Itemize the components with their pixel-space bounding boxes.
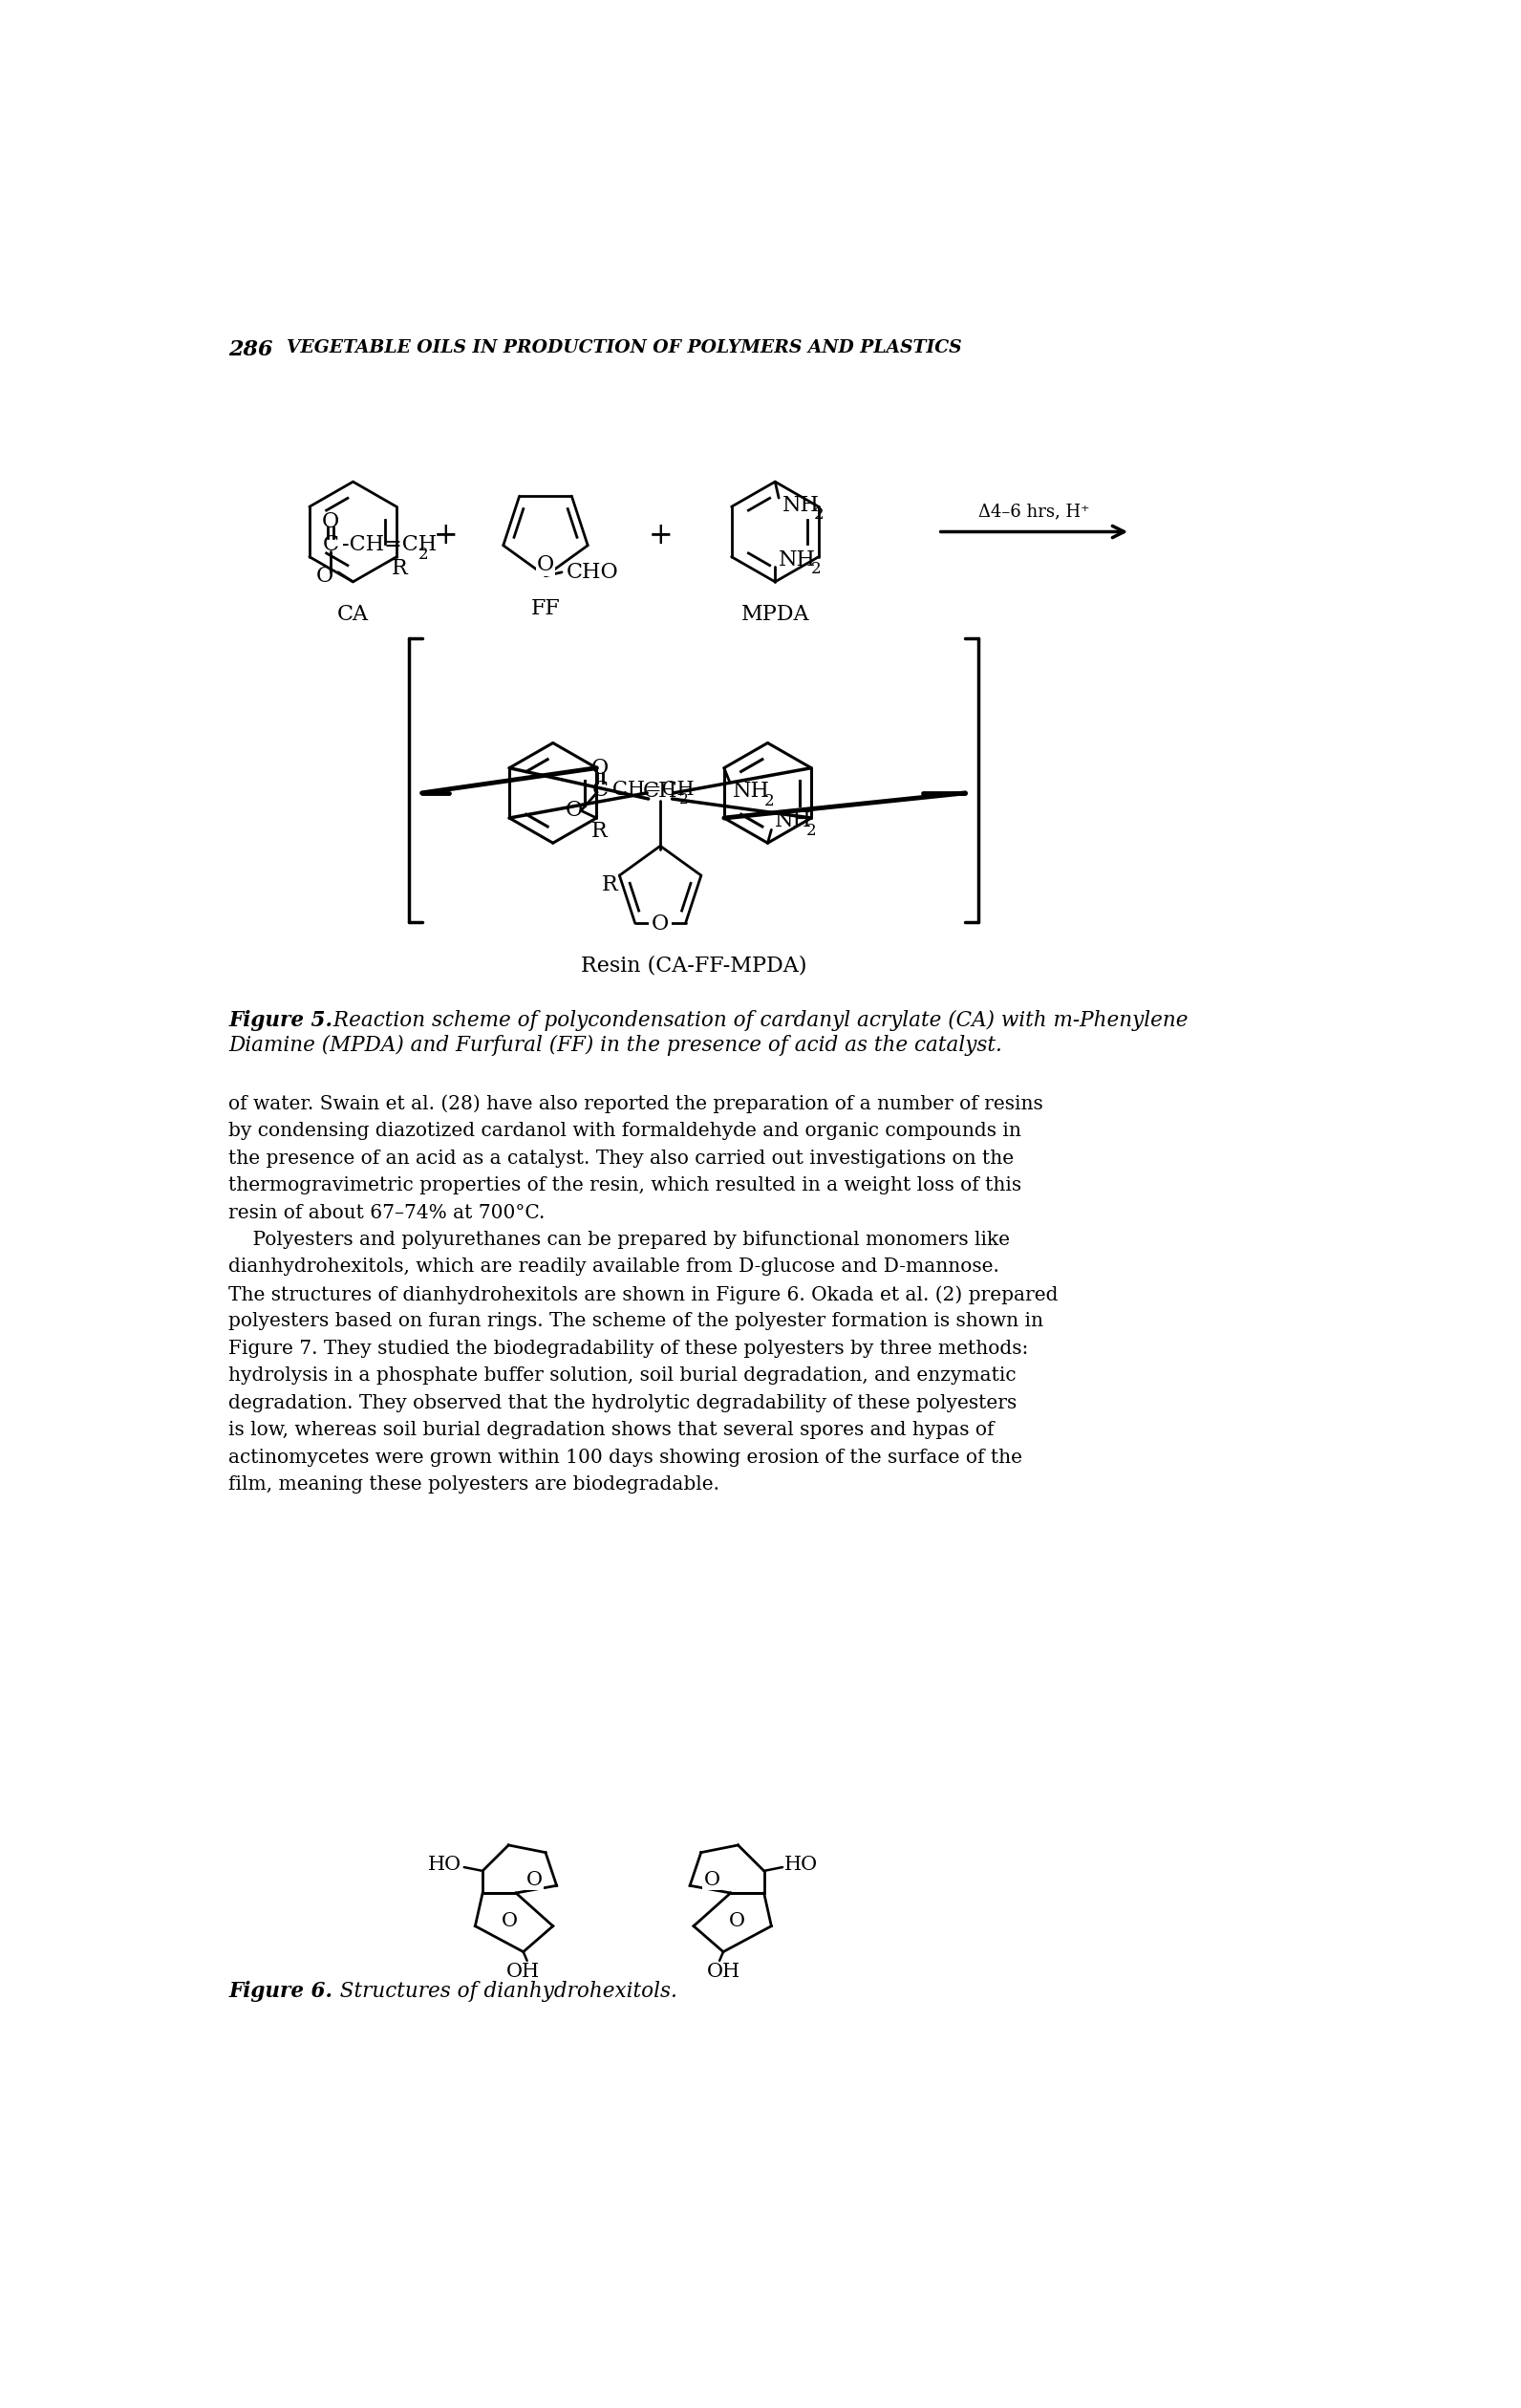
Text: 2: 2 bbox=[806, 824, 817, 838]
Text: Figure 7. They studied the biodegradability of these polyesters by three methods: Figure 7. They studied the biodegradabil… bbox=[228, 1339, 1028, 1358]
Text: NH: NH bbox=[733, 780, 770, 802]
Text: film, meaning these polyesters are biodegradable.: film, meaning these polyesters are biode… bbox=[228, 1476, 719, 1493]
Text: +: + bbox=[648, 520, 672, 551]
Text: O: O bbox=[322, 510, 339, 532]
Text: +: + bbox=[433, 520, 458, 551]
Text: O: O bbox=[704, 1871, 721, 1888]
Text: MPDA: MPDA bbox=[741, 604, 809, 626]
Text: degradation. They observed that the hydrolytic degradability of these polyesters: degradation. They observed that the hydr… bbox=[228, 1394, 1018, 1411]
Text: -CH=CH: -CH=CH bbox=[607, 780, 695, 799]
Text: hydrolysis in a phosphate buffer solution, soil burial degradation, and enzymati: hydrolysis in a phosphate buffer solutio… bbox=[228, 1368, 1016, 1385]
Text: the presence of an acid as a catalyst. They also carried out investigations on t: the presence of an acid as a catalyst. T… bbox=[228, 1149, 1015, 1168]
Text: -CH=CH: -CH=CH bbox=[342, 535, 437, 556]
Text: Resin (CA-FF-MPDA): Resin (CA-FF-MPDA) bbox=[581, 956, 806, 975]
Text: Δ4–6 hrs, H⁺: Δ4–6 hrs, H⁺ bbox=[978, 503, 1091, 520]
Text: Diamine (MPDA) and Furfural (FF) in the presence of acid as the catalyst.: Diamine (MPDA) and Furfural (FF) in the … bbox=[228, 1035, 1002, 1057]
Text: Figure 6.: Figure 6. bbox=[228, 1982, 333, 2003]
Text: by condensing diazotized cardanol with formaldehyde and organic compounds in: by condensing diazotized cardanol with f… bbox=[228, 1122, 1022, 1139]
Text: 286: 286 bbox=[228, 340, 274, 361]
Text: NH: NH bbox=[782, 494, 820, 515]
Text: The structures of dianhydrohexitols are shown in Figure 6. Okada et al. (2) prep: The structures of dianhydrohexitols are … bbox=[228, 1286, 1059, 1305]
Text: CH: CH bbox=[643, 780, 678, 802]
Text: O: O bbox=[316, 566, 333, 588]
Text: O: O bbox=[651, 913, 669, 934]
Text: CHO: CHO bbox=[566, 561, 619, 583]
Text: R: R bbox=[602, 874, 618, 896]
Text: O: O bbox=[502, 1912, 519, 1929]
Text: C: C bbox=[322, 535, 339, 556]
Text: NH: NH bbox=[779, 549, 817, 571]
Text: 2: 2 bbox=[811, 561, 821, 578]
Text: polyesters based on furan rings. The scheme of the polyester formation is shown : polyesters based on furan rings. The sch… bbox=[228, 1312, 1043, 1332]
Text: O: O bbox=[537, 554, 554, 576]
Text: O: O bbox=[566, 799, 583, 821]
Text: O: O bbox=[526, 1871, 543, 1888]
Text: HO: HO bbox=[785, 1857, 818, 1873]
Text: R: R bbox=[391, 559, 408, 578]
Text: 2: 2 bbox=[680, 792, 689, 807]
Text: thermogravimetric properties of the resin, which resulted in a weight loss of th: thermogravimetric properties of the resi… bbox=[228, 1178, 1022, 1194]
Text: of water. Swain et al. (28) have also reported the preparation of a number of re: of water. Swain et al. (28) have also re… bbox=[228, 1096, 1043, 1112]
Text: 2: 2 bbox=[418, 547, 429, 563]
Text: NH: NH bbox=[776, 811, 812, 831]
Text: 2: 2 bbox=[764, 792, 774, 809]
Text: Polyesters and polyurethanes can be prepared by bifunctional monomers like: Polyesters and polyurethanes can be prep… bbox=[228, 1230, 1010, 1250]
Text: 2: 2 bbox=[814, 506, 824, 523]
Text: R: R bbox=[592, 821, 607, 843]
Text: VEGETABLE OILS IN PRODUCTION OF POLYMERS AND PLASTICS: VEGETABLE OILS IN PRODUCTION OF POLYMERS… bbox=[286, 340, 961, 356]
Text: Structures of dianhydrohexitols.: Structures of dianhydrohexitols. bbox=[327, 1982, 678, 2003]
Text: Reaction scheme of polycondensation of cardanyl acrylate (CA) with m-Phenylene: Reaction scheme of polycondensation of c… bbox=[327, 1009, 1188, 1031]
Text: O: O bbox=[729, 1912, 745, 1929]
Text: OH: OH bbox=[506, 1963, 540, 1982]
Text: is low, whereas soil burial degradation shows that several spores and hypas of: is low, whereas soil burial degradation … bbox=[228, 1421, 995, 1440]
Text: O: O bbox=[592, 759, 608, 778]
Text: OH: OH bbox=[706, 1963, 741, 1982]
Text: CA: CA bbox=[338, 604, 368, 626]
Text: FF: FF bbox=[531, 597, 560, 619]
Text: actinomycetes were grown within 100 days showing erosion of the surface of the: actinomycetes were grown within 100 days… bbox=[228, 1450, 1022, 1466]
Text: dianhydrohexitols, which are readily available from D-glucose and D-mannose.: dianhydrohexitols, which are readily ava… bbox=[228, 1257, 999, 1276]
Text: C: C bbox=[592, 780, 608, 799]
Text: HO: HO bbox=[429, 1857, 462, 1873]
Text: resin of about 67–74% at 700°C.: resin of about 67–74% at 700°C. bbox=[228, 1204, 545, 1221]
Text: Figure 5.: Figure 5. bbox=[228, 1009, 333, 1031]
